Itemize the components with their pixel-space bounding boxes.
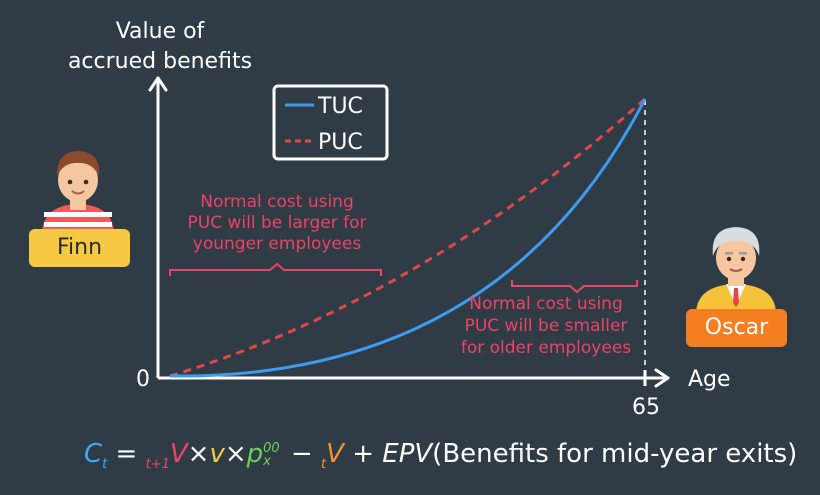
formula-epv: EPV xyxy=(382,439,433,469)
x-axis-label: Age xyxy=(688,367,731,392)
x-end-tick-label: 65 xyxy=(632,395,660,420)
formula-p: p xyxy=(246,439,264,469)
formula-tail: (Benefits for mid-year exits) xyxy=(432,439,798,469)
y-axis-label-line2: accrued benefits xyxy=(68,49,252,74)
legend-tuc-label: TUC xyxy=(317,94,363,119)
finn-name-badge: Finn xyxy=(29,229,130,267)
annotation-younger: Normal cost using PUC will be larger for… xyxy=(169,192,382,276)
formula-equals: = xyxy=(115,439,138,469)
formula-c-subscript: t xyxy=(102,457,108,473)
annotation-younger-brace xyxy=(169,262,382,276)
annotation-younger-line3: younger employees xyxy=(193,234,362,254)
annotation-older: Normal cost using PUC will be smaller fo… xyxy=(461,280,638,358)
annotation-older-line2: PUC will be smaller xyxy=(465,316,628,336)
tuc-curve xyxy=(169,98,647,378)
formula-p-superscript: 00 xyxy=(263,440,280,456)
oscar-name-badge: Oscar xyxy=(686,309,787,347)
annotation-older-line1: Normal cost using xyxy=(469,294,623,314)
formula-v2: V xyxy=(326,439,344,469)
annotation-younger-line2: PUC will be larger for xyxy=(188,213,367,233)
formula-v1: V xyxy=(169,439,188,469)
formula-v-discount: v xyxy=(209,439,225,469)
formula-plus: + xyxy=(352,439,374,469)
oscar-avatar-icon xyxy=(696,227,776,312)
legend-puc-label: PUC xyxy=(318,130,363,155)
formula-v1-subscript: t+1 xyxy=(145,457,170,473)
annotation-older-brace xyxy=(511,280,638,294)
origin-label: 0 xyxy=(136,367,150,392)
y-axis-arrow xyxy=(148,76,168,92)
formula-c: C xyxy=(84,439,103,469)
legend: TUC PUC xyxy=(272,84,389,161)
x-axis-arrow xyxy=(654,368,670,388)
formula-times-2: × xyxy=(224,439,247,469)
annotation-older-line3: for older employees xyxy=(461,338,631,358)
finn-avatar-icon xyxy=(42,151,114,232)
normal-cost-formula: Ct = t+1V×v×p 00 x − tV + EPV(Benefits for… xyxy=(84,432,797,476)
formula-minus: − xyxy=(290,439,313,469)
annotation-younger-line1: Normal cost using xyxy=(200,192,354,212)
y-axis-label-line1: Value of xyxy=(116,19,206,44)
formula-times-1: × xyxy=(187,439,210,469)
formula-v2-subscript: t xyxy=(321,457,327,473)
formula-p-subscript: x xyxy=(263,453,271,469)
puc-curve xyxy=(169,97,646,378)
